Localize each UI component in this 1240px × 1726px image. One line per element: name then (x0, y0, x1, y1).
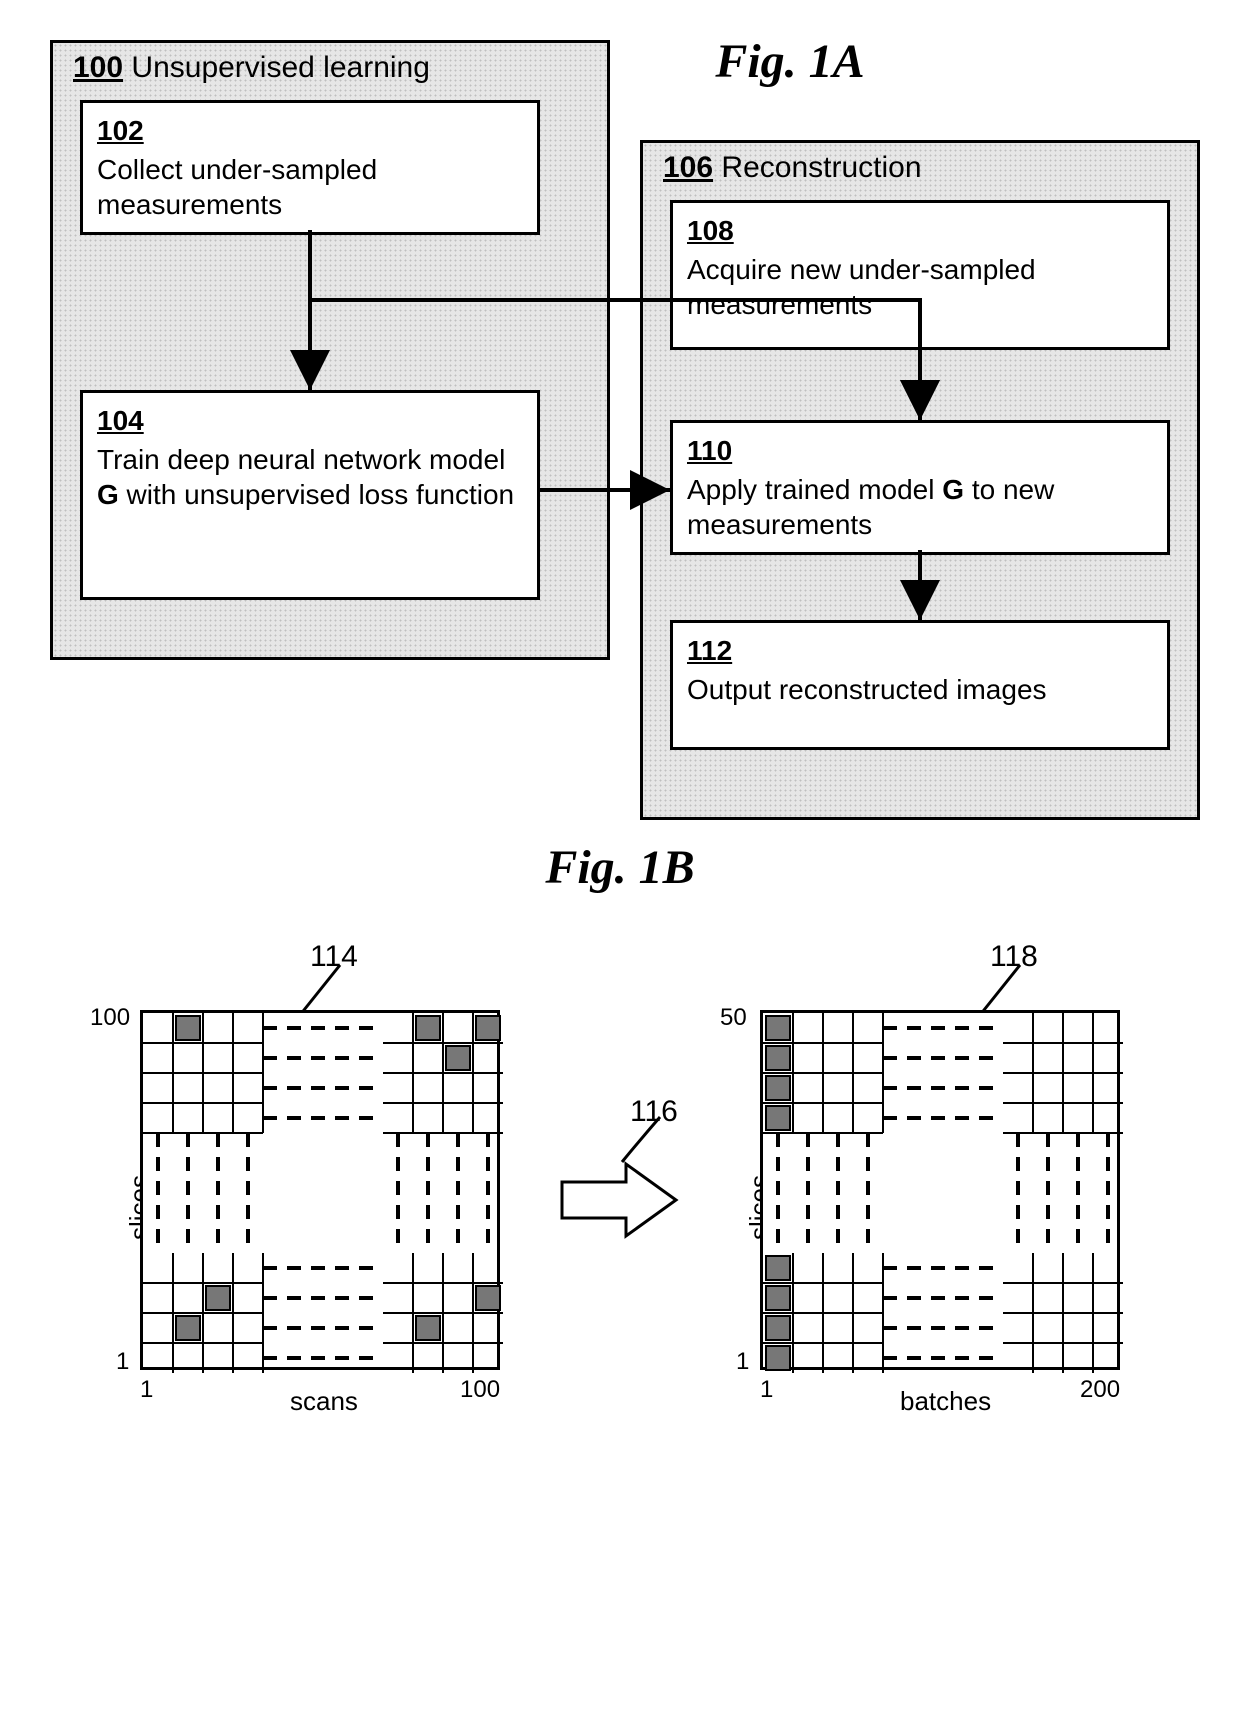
box-110-num: 110 (687, 433, 1153, 468)
box-102-num: 102 (97, 113, 523, 148)
ytick-bottom-right: 1 (736, 1348, 749, 1376)
grid-left (140, 1010, 500, 1370)
panel-right-title: 106 Reconstruction (663, 151, 922, 185)
figure-1a: Fig. 1A 100 Unsupervised learning 106 Re… (20, 20, 1220, 780)
panel-left-label: Unsupervised learning (131, 51, 430, 84)
box-108: 108 Acquire new under-sampled measuremen… (670, 200, 1170, 350)
xtick-right-left: 100 (460, 1376, 500, 1404)
ytick-bottom-left: 1 (116, 1348, 129, 1376)
panel-right-label: Reconstruction (721, 151, 921, 184)
panel-right-num: 106 (663, 151, 713, 184)
grid-right (760, 1010, 1120, 1370)
ytick-top-right: 50 (720, 1004, 747, 1032)
box-104-text: Train deep neural network model G with u… (97, 444, 514, 510)
box-104-num: 104 (97, 403, 523, 438)
ytick-top-left: 100 (90, 1004, 130, 1032)
box-104: 104 Train deep neural network model G wi… (80, 390, 540, 600)
box-110-text: Apply trained model G to new measurement… (687, 474, 1054, 540)
figure-1b: Fig. 1B 114 slices scans 100 1 1 100 116… (20, 840, 1220, 1480)
box-102-text: Collect under-sampled measurements (97, 154, 377, 220)
callout-116-leader (610, 1112, 690, 1182)
block-arrow-116: 116 (560, 1160, 680, 1245)
xlabel-right: batches (900, 1386, 991, 1417)
xtick-left-left: 1 (140, 1376, 153, 1404)
box-108-text: Acquire new under-sampled measurements (687, 254, 1036, 320)
panel-left-num: 100 (73, 51, 123, 84)
figure-1b-title: Fig. 1B (20, 840, 1220, 895)
box-112: 112 Output reconstructed images (670, 620, 1170, 750)
box-112-text: Output reconstructed images (687, 674, 1047, 705)
box-102: 102 Collect under-sampled measurements (80, 100, 540, 235)
panel-left-title: 100 Unsupervised learning (73, 51, 430, 85)
xlabel-left: scans (290, 1386, 358, 1417)
box-108-num: 108 (687, 213, 1153, 248)
xtick-left-right: 1 (760, 1376, 773, 1404)
xtick-right-right: 200 (1080, 1376, 1120, 1404)
box-110: 110 Apply trained model G to new measure… (670, 420, 1170, 555)
figure-1a-title: Fig. 1A (640, 34, 940, 89)
box-112-num: 112 (687, 633, 1153, 668)
